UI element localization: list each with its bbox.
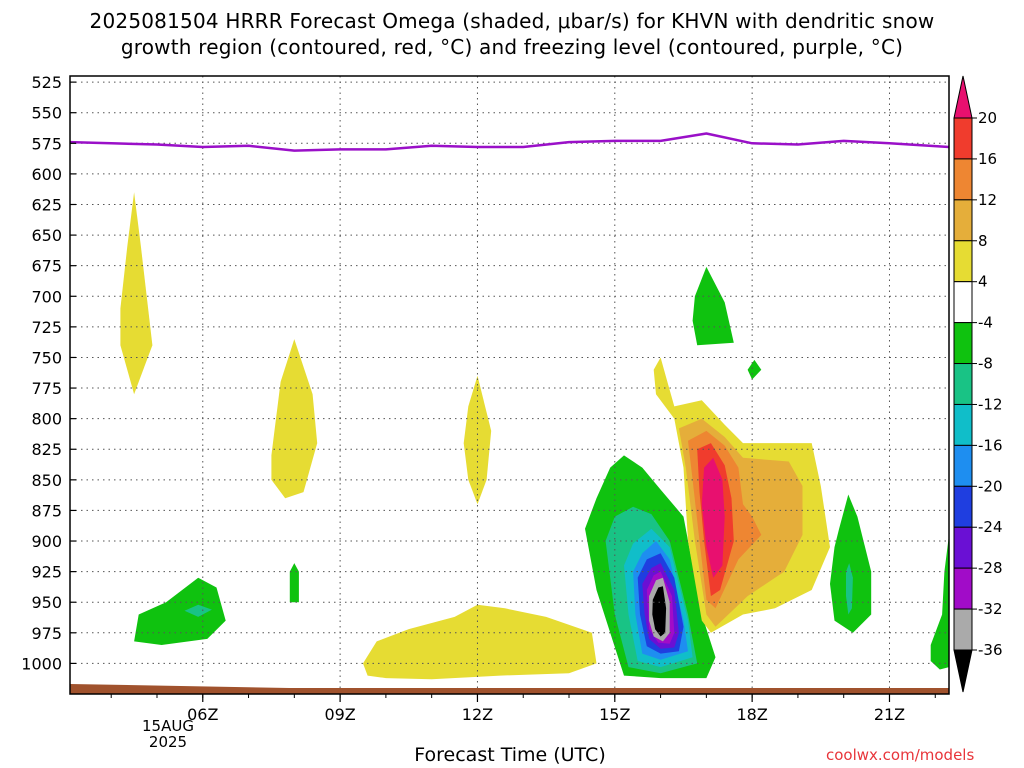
colorbar-label: -28 [978, 559, 1003, 577]
title-line-2: growth region (contoured, red, °C) and f… [120, 35, 904, 59]
y-tick-label: 800 [31, 410, 62, 429]
colorbar-box [953, 567, 973, 610]
title-line-1: 2025081504 HRRR Forecast Omega (shaded, … [89, 9, 935, 33]
y-tick-label: 675 [31, 257, 62, 276]
x-tick-label: 15Z [599, 705, 630, 724]
colorbar-label: -12 [978, 395, 1003, 413]
terrain-slope [70, 684, 400, 690]
colorbar-box [953, 608, 973, 651]
y-axis: 525 550 575 600 625 650 675 700 725 750 775 800 825 8… [21, 73, 76, 673]
colorbar-box [953, 526, 973, 569]
colorbar-label: 16 [978, 150, 997, 168]
y-tick-label: 900 [31, 532, 62, 551]
y-tick-label: 775 [31, 379, 62, 398]
freezing-level-line [69, 132, 950, 152]
colorbar-label: 20 [978, 109, 997, 127]
x-axis-label: Forecast Time (UTC) [414, 744, 606, 766]
date-year: 2025 [148, 733, 188, 751]
freezing-level-layer [69, 132, 950, 152]
y-tick-label: 750 [31, 348, 62, 367]
omega-region-5 [184, 604, 212, 617]
colorbar-label: -4 [978, 314, 993, 332]
omega-region-7 [692, 266, 734, 346]
x-tick-label: 06Z [187, 705, 218, 724]
colorbar-box [953, 158, 973, 201]
omega-region-3 [363, 604, 597, 680]
omega-region-0 [120, 192, 153, 395]
y-tick-label: 525 [31, 73, 62, 92]
omega-region-8 [747, 359, 762, 380]
x-tick-label: 21Z [874, 705, 905, 724]
colorbar-box [953, 403, 973, 446]
colorbar-label: 12 [978, 191, 997, 209]
colorbar-box [953, 485, 973, 528]
plot-frame [69, 75, 950, 695]
date-stamp: 15AUG 2025 [128, 718, 208, 750]
colorbar-label: -36 [978, 641, 1003, 659]
colorbar-label: -8 [978, 355, 993, 373]
x-axis: 06Z 09Z 12Z 15Z 18Z 21Z [110, 694, 936, 724]
omega-region-23 [830, 494, 872, 633]
y-tick-label: 950 [31, 593, 62, 612]
y-tick-label: 625 [31, 195, 62, 214]
colorbar: 20 16 12 8 4 -4 -8 -12 -16 -20 -24 -28 -32 -36 [953, 75, 1003, 693]
colorbar-label: -32 [978, 600, 1003, 618]
colorbar-label: -24 [978, 518, 1003, 536]
y-tick-label: 550 [31, 104, 62, 123]
omega-shading-layer [120, 192, 949, 680]
date-day: 15AUG [142, 717, 194, 735]
y-tick-label: 850 [31, 471, 62, 490]
y-tick-label: 975 [31, 624, 62, 643]
colorbar-box [953, 281, 973, 324]
omega-region-24 [846, 563, 853, 615]
colorbar-bottom-arrow [953, 649, 973, 693]
chart-title: 2025081504 HRRR Forecast Omega (shaded, … [0, 8, 1024, 60]
omega-region-25 [930, 534, 949, 670]
omega-region-1 [271, 339, 318, 499]
colorbar-label: 8 [978, 232, 988, 250]
colorbar-label: -20 [978, 477, 1003, 495]
omega-region-17 [652, 586, 667, 637]
terrain-ground [70, 688, 949, 694]
colorbar-box [953, 117, 973, 160]
colorbar-top-arrow [953, 75, 973, 119]
y-tick-label: 575 [31, 134, 62, 153]
x-tick-label: 09Z [324, 705, 355, 724]
colorbar-box [953, 444, 973, 487]
y-tick-label: 925 [31, 563, 62, 582]
colorbar-box [953, 363, 973, 405]
omega-region-22 [701, 457, 725, 578]
y-tick-label: 700 [31, 287, 62, 306]
y-tick-label: 600 [31, 165, 62, 184]
y-tick-label: 725 [31, 318, 62, 337]
omega-region-6 [289, 563, 299, 603]
x-tick-label: 18Z [736, 705, 767, 724]
colorbar-box [953, 240, 973, 283]
y-tick-label: 650 [31, 226, 62, 245]
x-tick-label: 12Z [462, 705, 493, 724]
colorbar-label: 4 [978, 273, 988, 291]
y-tick-label: 1000 [21, 654, 62, 673]
grid-layer [70, 76, 949, 694]
y-tick-label: 825 [31, 440, 62, 459]
colorbar-label: -16 [978, 436, 1003, 454]
omega-region-4 [134, 577, 226, 645]
colorbar-box [953, 199, 973, 242]
y-tick-label: 875 [31, 501, 62, 520]
credit-text: coolwx.com/models [826, 746, 975, 764]
colorbar-box [953, 322, 973, 365]
